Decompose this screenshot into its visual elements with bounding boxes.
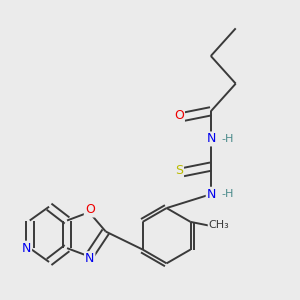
Text: -H: -H	[222, 189, 234, 199]
Text: N: N	[207, 188, 216, 201]
Text: O: O	[174, 109, 184, 122]
Text: N: N	[22, 242, 31, 255]
Text: S: S	[175, 164, 183, 177]
Text: O: O	[85, 203, 95, 217]
Text: N: N	[85, 252, 94, 265]
Text: N: N	[207, 132, 216, 146]
Text: -H: -H	[222, 134, 234, 144]
Text: CH₃: CH₃	[208, 220, 230, 230]
